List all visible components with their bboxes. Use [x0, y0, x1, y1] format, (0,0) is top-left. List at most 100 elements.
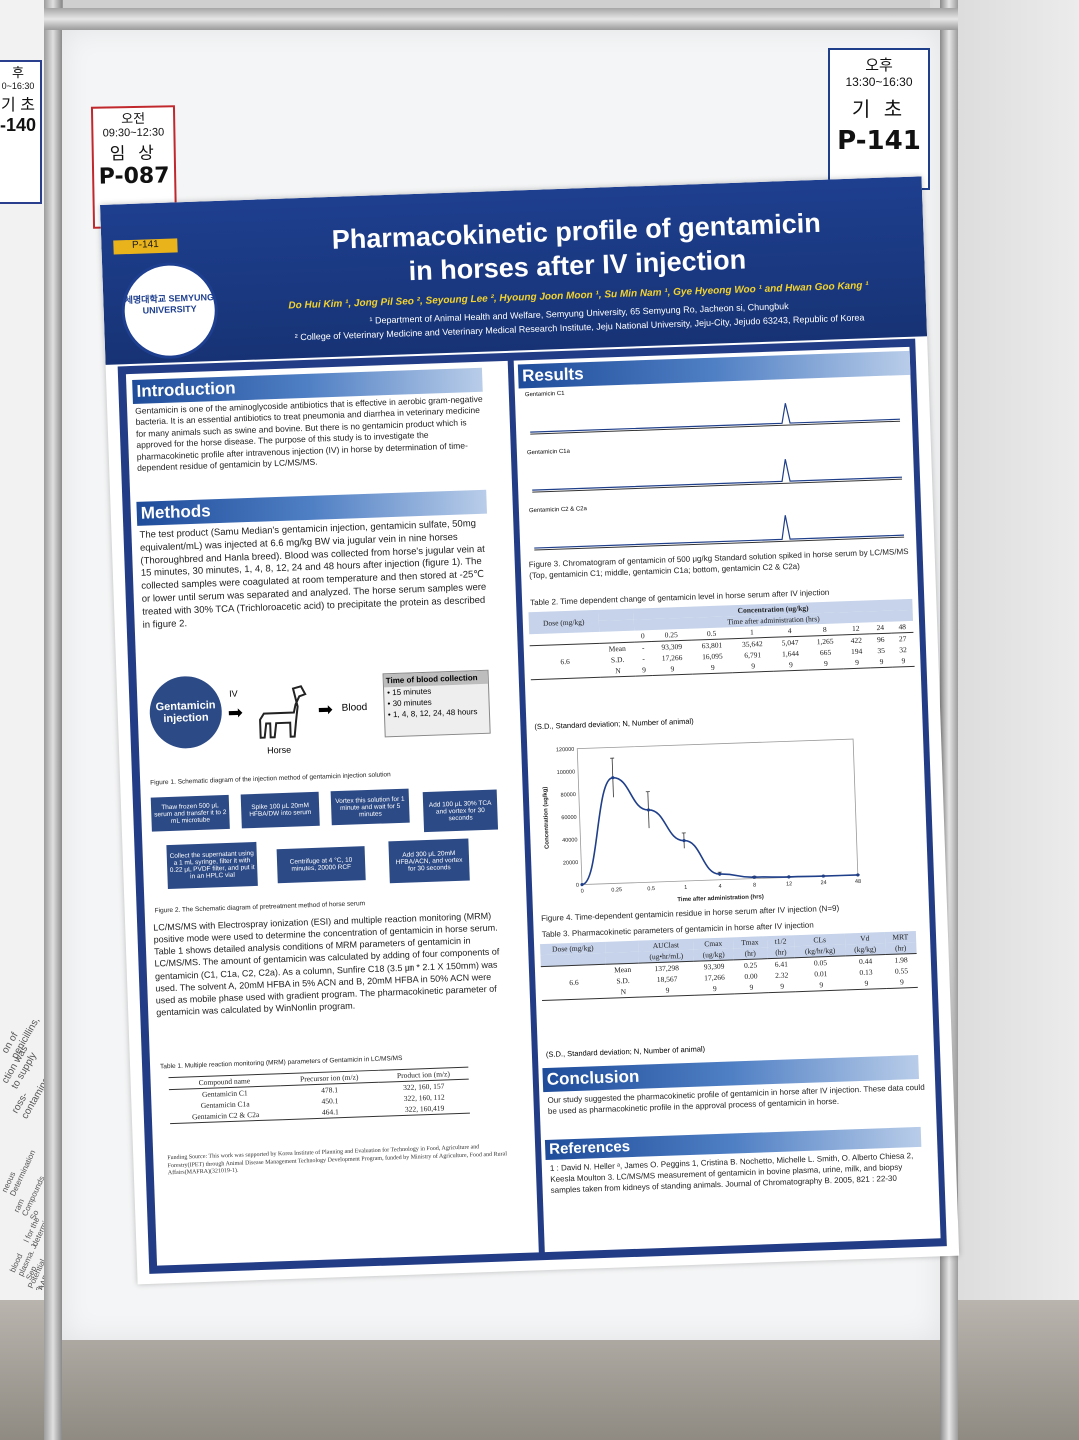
dose-cell: 6.6: [569, 977, 579, 988]
blood-label: Blood: [341, 701, 368, 714]
table-cell: 9: [641, 665, 647, 675]
introduction-text: Gentamicin is one of the aminoglycoside …: [135, 393, 483, 474]
data-point: [821, 874, 825, 878]
table-cell: 27: [898, 634, 907, 644]
flow-step-5: Collect the supernatant using a 1 mL syr…: [166, 841, 258, 890]
table-cell: 9: [819, 980, 824, 990]
research-poster: P-141 세명대학교 SEMYUNG UNIVERSITY Pharmacok…: [100, 176, 960, 1285]
frame-post-left: [44, 0, 62, 1440]
figure-1: Gentamicin injection IV ➡ Horse ➡ Blood …: [142, 661, 505, 774]
flow-step-1: Thaw frozen 500 μL serum and transfer it…: [150, 794, 230, 832]
plot-area: [576, 738, 859, 886]
x-tick-label: 4: [719, 884, 722, 890]
data-point: [682, 839, 686, 843]
table-cell: 9: [788, 660, 793, 670]
data-point: [787, 875, 791, 879]
data-point: [718, 872, 722, 876]
data-point: [856, 873, 860, 877]
route-label: IV: [228, 688, 238, 699]
neighbor-text-block: on of penicillins, ction was to supply r…: [0, 1010, 48, 1130]
y-tick-label: 20000: [563, 860, 578, 867]
time-col: 48: [898, 622, 907, 632]
table-cell: 9: [855, 657, 860, 667]
tag-time: 09:30~12:30: [102, 126, 165, 140]
flow-step-6: Centrifuge at 4 °C, 10 minutes, 20000 RC…: [276, 846, 366, 884]
table-1: Compound name Precursor ion (m/z) Produc…: [168, 1067, 470, 1124]
logo-text: 세명대학교 SEMYUNG UNIVERSITY: [124, 292, 215, 316]
pk-line-chart: 0 20000 40000 60000 80000 100000 120000 0 0.25 0.…: [543, 738, 861, 903]
table-2-note: (S.D., Standard deviation; N, Number of …: [534, 716, 694, 732]
chromatogram-c2: [534, 515, 905, 551]
tag-period: 오후: [865, 57, 893, 74]
data-point: [752, 875, 756, 879]
table-2-header: Dose (mg/kg): [528, 609, 599, 635]
data-point: [646, 808, 651, 812]
schedule-tag-afternoon: 오후 13:30~16:30 기 초 P-141: [828, 48, 930, 190]
table-cell: 9: [864, 978, 869, 988]
table-cell: -: [641, 643, 645, 653]
x-tick-label: 1: [684, 885, 687, 891]
x-tick-label: 8: [753, 883, 756, 889]
table-cell: 35: [877, 645, 886, 656]
chromatogram-c1a: [532, 459, 903, 493]
table-cell: Gentamicin C2 & C2a: [191, 1109, 260, 1122]
table-cell: 9: [899, 977, 904, 987]
time-col: 24: [876, 622, 885, 633]
poster-code-badge: P-141: [113, 238, 178, 255]
flow-step-4: Add 100 μL 30% TCA and vortex for 30 sec…: [422, 789, 499, 833]
collection-item: • 1, 4, 8, 12, 24, 48 hours: [387, 707, 478, 720]
y-tick-label: 80000: [560, 792, 575, 799]
chromatogram-figure: [530, 403, 905, 551]
table-cell: 322, 160,419: [404, 1103, 445, 1114]
neighbor-tag-period: 후: [12, 65, 24, 80]
neighbor-tag-time: 0~16:30: [1, 81, 35, 91]
tag-category: 임 상: [109, 143, 158, 164]
neighbor-refs: neous Determination ram Compounds So l f…: [0, 1130, 48, 1290]
x-tick-label: 12: [786, 881, 792, 887]
row-label: N: [620, 987, 627, 997]
arrow-right-icon: ➡: [317, 699, 334, 720]
left-column: Introduction Gentamicin is one of the am…: [125, 360, 539, 1266]
table-cell: 9: [879, 656, 884, 667]
x-tick-label: 0.5: [647, 886, 655, 892]
y-tick-label: 100000: [557, 769, 576, 776]
neighbor-tag-category: 기 초: [1, 97, 35, 114]
table-cell: 32: [899, 645, 907, 655]
table-cell: 464.1: [321, 1107, 339, 1117]
x-axis-label: Time after administration (hrs): [677, 894, 764, 903]
right-column: Results Gentamicin C1 Gentamicin C1a Gen…: [513, 346, 941, 1253]
table-cell: 9: [823, 658, 828, 669]
methods-text: The test product (Samu Median's gentamic…: [139, 518, 487, 631]
flow-step-3: Vortex this solution for 1 minute and wa…: [330, 788, 410, 826]
data-point: [611, 776, 615, 780]
tag-category: 기 초: [851, 99, 907, 121]
neighbor-tag-code: -140: [0, 115, 37, 135]
figure-2: Thaw frozen 500 μL serum and transfer it…: [150, 785, 504, 903]
table-3: Dose (mg/kg) AUClast Cmax Tmax t1/2 CLs …: [540, 930, 918, 1001]
y-tick-label: 40000: [562, 837, 577, 844]
table-cell: 9: [751, 661, 756, 671]
unit-cell: (hr): [766, 946, 796, 959]
y-tick-label: 120000: [556, 747, 575, 754]
funding-source: Funding Source: This work was supported …: [167, 1144, 508, 1177]
arrow-right-icon: ➡: [227, 702, 244, 723]
x-tick-label: 24: [820, 880, 826, 886]
flow-step-7: Add 300 μL 20mM HFBA/ACN, and vortex for…: [388, 838, 470, 884]
table-cell: 9: [712, 983, 717, 994]
tag-code: P-087: [98, 163, 170, 190]
table-cell: 9: [901, 656, 906, 666]
methods-text-2: LC/MS/MS with Electrospray ionization (E…: [153, 910, 500, 1018]
y-axis-label: Concentration (ug/kg): [543, 787, 551, 850]
table-3-note: (S.D., Standard deviation; N, Number of …: [545, 1044, 706, 1059]
table-cell: 6.41: [774, 959, 789, 969]
collection-time-box: Time of blood collection • 15 minutes • …: [382, 669, 491, 738]
tag-time: 13:30~16:30: [845, 75, 913, 89]
row-label: N: [615, 666, 621, 676]
horse-label: Horse: [266, 744, 292, 756]
table-cell: -: [642, 654, 645, 664]
y-tick-label: 60000: [561, 815, 576, 822]
table-cell: 9: [710, 662, 715, 672]
data-point: [580, 882, 584, 887]
table-cell: 422: [850, 635, 863, 646]
table-cell: 9: [665, 985, 670, 995]
